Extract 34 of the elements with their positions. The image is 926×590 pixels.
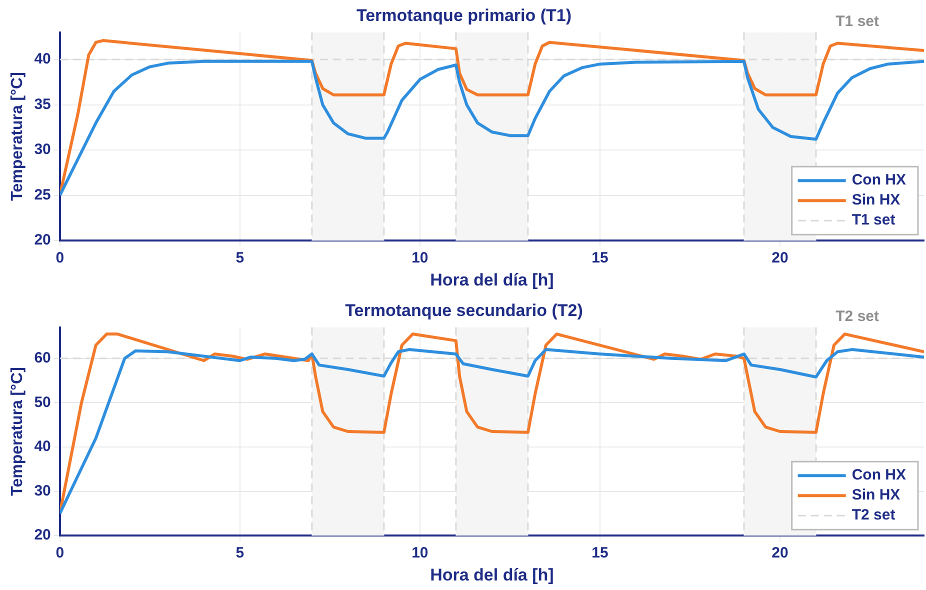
y-tick-label: 30 xyxy=(34,141,51,158)
x-tick-label: 10 xyxy=(412,250,428,267)
y-axis-title: Temperatura [°C] xyxy=(9,72,26,201)
chart-title: Termotanque secundario (T2) xyxy=(345,300,583,320)
x-axis-title: Hora del día [h] xyxy=(430,270,554,290)
x-tick-label: 15 xyxy=(592,250,608,267)
legend-label: Sin HX xyxy=(852,192,900,209)
y-axis-title: Temperatura [°C] xyxy=(9,367,26,496)
legend-label: T1 set xyxy=(852,212,896,229)
y-tick-label: 35 xyxy=(34,96,51,113)
legend-label: Con HX xyxy=(852,172,906,189)
legend-label: Sin HX xyxy=(852,486,900,504)
x-tick-label: 15 xyxy=(592,544,608,562)
legend-label: Con HX xyxy=(852,466,906,484)
y-tick-label: 50 xyxy=(34,394,51,411)
text: T1 set xyxy=(836,13,879,30)
x-tick-label: 20 xyxy=(772,544,788,562)
chart-title: Termotanque primario (T1) xyxy=(356,6,572,25)
y-tick-label: 40 xyxy=(34,50,51,68)
y-tick-label: 25 xyxy=(34,186,51,204)
x-axis-title: Hora del día [h] xyxy=(430,565,554,584)
legend-label: T2 set xyxy=(852,506,896,524)
x-tick-label: 10 xyxy=(412,544,428,562)
x-tick-label: 0 xyxy=(56,250,64,267)
y-tick-label: 30 xyxy=(34,482,51,500)
x-tick-label: 0 xyxy=(56,544,64,562)
y-tick-label: 20 xyxy=(34,526,51,544)
x-tick-label: 5 xyxy=(236,544,244,562)
y-tick-label: 40 xyxy=(34,438,51,456)
y-tick-label: 60 xyxy=(34,350,51,367)
x-tick-label: 20 xyxy=(772,250,788,267)
text: T2 set xyxy=(836,308,879,326)
y-tick-label: 20 xyxy=(34,232,51,249)
x-tick-label: 5 xyxy=(236,250,244,267)
